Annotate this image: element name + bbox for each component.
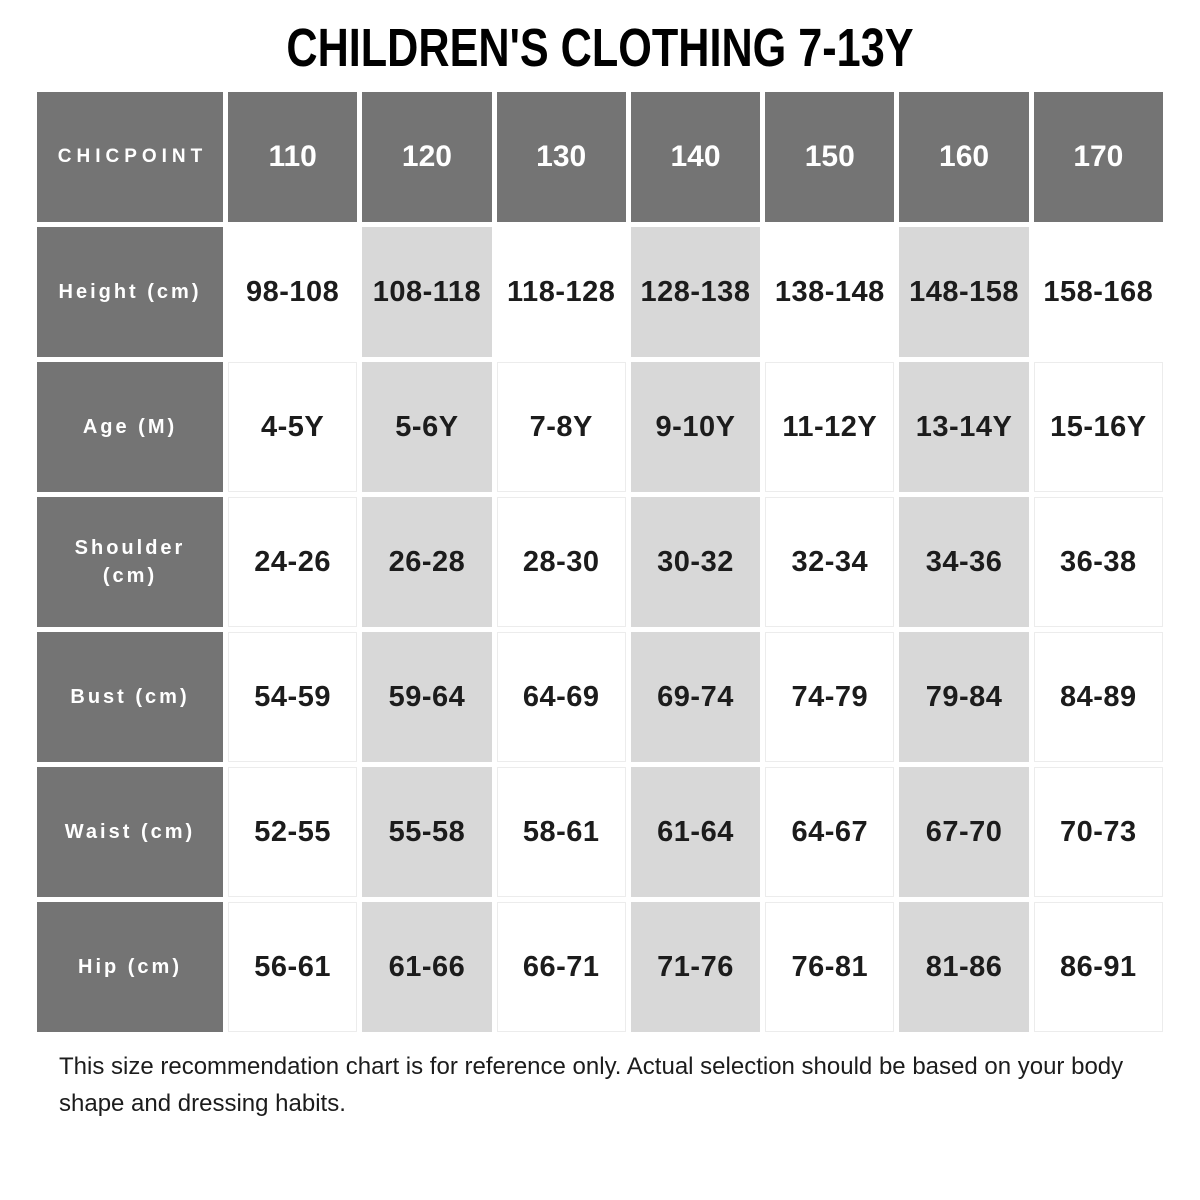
size-cell: 67-70 bbox=[899, 767, 1029, 897]
size-cell: 55-58 bbox=[362, 767, 492, 897]
brand-corner-cell: CHICPOINT bbox=[37, 92, 223, 222]
size-cell: 59-64 bbox=[362, 632, 492, 762]
size-cell: 5-6Y bbox=[362, 362, 492, 492]
row-label-shoulder: Shoulder (cm) bbox=[37, 497, 223, 627]
size-cell: 138-148 bbox=[765, 227, 895, 357]
size-column-header: 140 bbox=[630, 92, 761, 222]
size-cell: 34-36 bbox=[899, 497, 1029, 627]
size-cell: 4-5Y bbox=[228, 362, 358, 492]
size-column-header: 110 bbox=[228, 92, 358, 222]
size-column-header: 130 bbox=[496, 92, 626, 222]
size-cell: 64-67 bbox=[765, 767, 895, 897]
size-cell: 56-61 bbox=[228, 902, 358, 1032]
size-cell: 71-76 bbox=[630, 902, 761, 1032]
size-cell: 98-108 bbox=[228, 227, 358, 357]
size-cell: 84-89 bbox=[1033, 632, 1163, 762]
size-cell: 11-12Y bbox=[765, 362, 895, 492]
size-cell: 74-79 bbox=[765, 632, 895, 762]
size-cell: 61-64 bbox=[630, 767, 761, 897]
size-cell: 79-84 bbox=[899, 632, 1029, 762]
size-cell: 13-14Y bbox=[899, 362, 1029, 492]
size-cell: 128-138 bbox=[630, 227, 761, 357]
size-cell: 32-34 bbox=[765, 497, 895, 627]
size-cell: 58-61 bbox=[496, 767, 626, 897]
size-column-header: 160 bbox=[899, 92, 1029, 222]
row-label-height: Height (cm) bbox=[37, 227, 223, 357]
row-label-hip: Hip (cm) bbox=[37, 902, 223, 1032]
size-cell: 76-81 bbox=[765, 902, 895, 1032]
size-cell: 9-10Y bbox=[630, 362, 761, 492]
footer-note: This size recommendation chart is for re… bbox=[59, 1053, 1124, 1118]
row-label-waist: Waist (cm) bbox=[37, 767, 223, 897]
size-cell: 36-38 bbox=[1033, 497, 1163, 627]
size-cell: 70-73 bbox=[1033, 767, 1163, 897]
page-title: CHILDREN'S CLOTHING 7-13Y bbox=[286, 18, 914, 78]
size-column-header: 120 bbox=[362, 92, 492, 222]
size-cell: 54-59 bbox=[228, 632, 358, 762]
row-label-bust: Bust (cm) bbox=[37, 632, 223, 762]
size-cell: 118-128 bbox=[496, 227, 626, 357]
size-cell: 30-32 bbox=[630, 497, 761, 627]
size-cell: 15-16Y bbox=[1033, 362, 1163, 492]
size-cell: 7-8Y bbox=[496, 362, 626, 492]
size-cell: 26-28 bbox=[362, 497, 492, 627]
size-cell: 52-55 bbox=[228, 767, 358, 897]
size-column-header: 150 bbox=[765, 92, 895, 222]
size-cell: 66-71 bbox=[496, 902, 626, 1032]
size-cell: 158-168 bbox=[1033, 227, 1163, 357]
size-cell: 28-30 bbox=[496, 497, 626, 627]
size-cell: 108-118 bbox=[362, 227, 492, 357]
size-table: CHICPOINT 110 120 130 140 150 160 170 He… bbox=[37, 92, 1163, 1032]
size-cell: 24-26 bbox=[228, 497, 358, 627]
row-label-age: Age (M) bbox=[37, 362, 223, 492]
size-cell: 64-69 bbox=[496, 632, 626, 762]
size-cell: 61-66 bbox=[362, 902, 492, 1032]
size-cell: 86-91 bbox=[1033, 902, 1163, 1032]
size-column-header: 170 bbox=[1033, 92, 1163, 222]
size-cell: 148-158 bbox=[899, 227, 1029, 357]
size-cell: 69-74 bbox=[630, 632, 761, 762]
size-cell: 81-86 bbox=[899, 902, 1029, 1032]
